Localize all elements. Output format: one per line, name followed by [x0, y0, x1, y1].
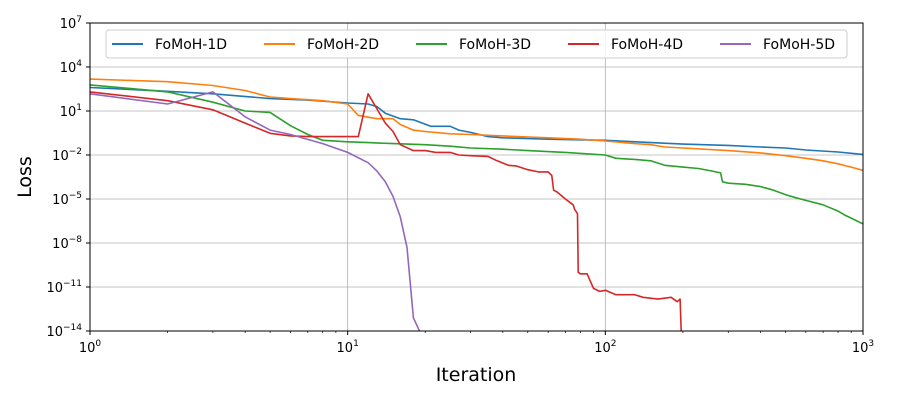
x-tick-label: 103 [852, 339, 874, 356]
plot-frame [89, 22, 864, 332]
series-line-fomoh-2d [90, 78, 863, 172]
y-axis-label: Loss [14, 156, 36, 198]
y-tick-label: 101 [60, 103, 82, 120]
legend-label-fomoh-3d: FoMoH-3D [459, 37, 531, 53]
series-line-fomoh-5d [90, 91, 421, 331]
x-tick-label: 102 [594, 339, 616, 356]
x-tick-label: 101 [337, 339, 359, 356]
series-group [90, 78, 863, 331]
y-tick-label: 10−11 [46, 279, 82, 296]
legend-label-fomoh-1d: FoMoH-1D [155, 37, 227, 53]
y-tick-label: 10−2 [52, 147, 82, 164]
legend-label-fomoh-4d: FoMoH-4D [611, 37, 683, 53]
y-tick-label: 10−5 [52, 191, 82, 208]
legend-label-fomoh-2d: FoMoH-2D [307, 37, 379, 53]
y-tick-label: 107 [60, 15, 82, 32]
y-tick-label: 10−14 [46, 323, 82, 340]
axis-ticks: 100 101 102 103 107 104 101 10−2 10−5 10−8 10−11 10… [46, 15, 874, 356]
x-tick-label: 100 [79, 339, 102, 356]
legend-label-fomoh-5d: FoMoH-5D [763, 37, 835, 53]
y-tick-label: 10−8 [52, 235, 82, 252]
legend: FoMoH-1D FoMoH-2D FoMoH-3D FoMoH-4D FoMoH-5D [105, 29, 848, 59]
x-axis-label: Iteration [436, 364, 517, 386]
y-tick-label: 104 [60, 59, 83, 76]
legend-box [105, 29, 848, 59]
series-line-fomoh-4d [90, 91, 682, 331]
